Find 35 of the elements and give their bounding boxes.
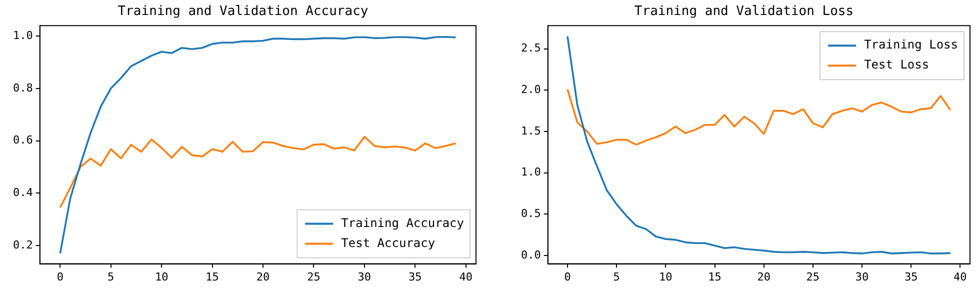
y-tick-label: 0.2 (12, 238, 33, 252)
x-tick-label: 35 (408, 270, 422, 284)
x-tick-label: 10 (154, 270, 168, 284)
x-tick-label: 20 (256, 270, 270, 284)
y-tick-label: 2.5 (520, 42, 541, 55)
y-tick-label: 0.8 (12, 81, 33, 94)
y-tick-label: 1.5 (520, 124, 541, 138)
x-tick-label: 0 (564, 270, 571, 284)
y-tick-label: 0.4 (12, 186, 34, 199)
chart-title: Training and Validation Accuracy (118, 4, 368, 20)
x-tick-label: 0 (56, 270, 64, 284)
y-tick-label: 1.0 (12, 28, 33, 42)
x-tick-label: 25 (806, 270, 820, 284)
x-tick-label: 5 (613, 270, 620, 284)
x-tick-label: 25 (307, 270, 320, 284)
x-tick-label: 10 (659, 270, 672, 284)
legend-label: Training Loss (864, 38, 958, 52)
x-tick-label: 35 (904, 270, 918, 284)
x-tick-label: 5 (108, 270, 114, 284)
x-tick-label: 40 (459, 270, 472, 284)
chart-title: Training and Validation Loss (634, 4, 854, 20)
x-tick-label: 40 (954, 270, 967, 284)
y-tick-label: 1.0 (520, 166, 541, 179)
y-tick-label: 0.0 (520, 248, 541, 262)
y-tick-label: 2.0 (520, 82, 541, 96)
x-tick-label: 30 (855, 270, 869, 284)
x-tick-label: 15 (708, 270, 722, 284)
legend-label: Test Loss (864, 58, 930, 72)
legend-label: Training Accuracy (341, 216, 464, 230)
y-tick-label: 0.6 (12, 134, 33, 147)
x-tick-label: 15 (206, 270, 219, 284)
legend-label: Test Accuracy (341, 236, 436, 250)
y-tick-label: 0.5 (520, 207, 541, 220)
x-tick-label: 30 (358, 270, 372, 284)
x-tick-label: 20 (757, 270, 770, 284)
